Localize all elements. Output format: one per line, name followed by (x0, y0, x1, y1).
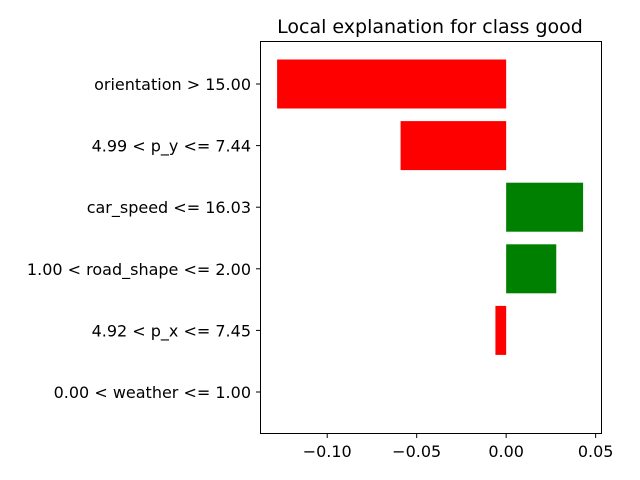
x-tick-label: −0.10 (303, 442, 352, 461)
bar-4 (495, 305, 507, 355)
category-label: 4.99 < p_y <= 7.44 (92, 137, 251, 157)
category-label: car_speed <= 16.03 (87, 198, 251, 218)
x-tick-label: 0.05 (578, 442, 614, 461)
category-label: orientation > 15.00 (94, 75, 251, 94)
x-tick-label: 0.00 (488, 442, 524, 461)
chart-title: Local explanation for class good (277, 16, 583, 38)
bar-2 (506, 182, 584, 232)
bar-3 (506, 244, 557, 294)
bar-1 (400, 121, 507, 171)
plot-frame (260, 41, 602, 434)
category-label: 0.00 < weather <= 1.00 (54, 383, 251, 402)
category-label: 1.00 < road_shape <= 2.00 (27, 260, 251, 280)
category-label: 4.92 < p_x <= 7.45 (92, 321, 251, 341)
bars-group (277, 59, 584, 355)
x-axis-ticks: −0.10 −0.05 0.00 0.05 (303, 433, 614, 461)
category-labels: orientation > 15.00 4.99 < p_y <= 7.44 car… (27, 75, 261, 402)
x-tick-label: −0.05 (392, 442, 441, 461)
bar-0 (277, 59, 507, 109)
